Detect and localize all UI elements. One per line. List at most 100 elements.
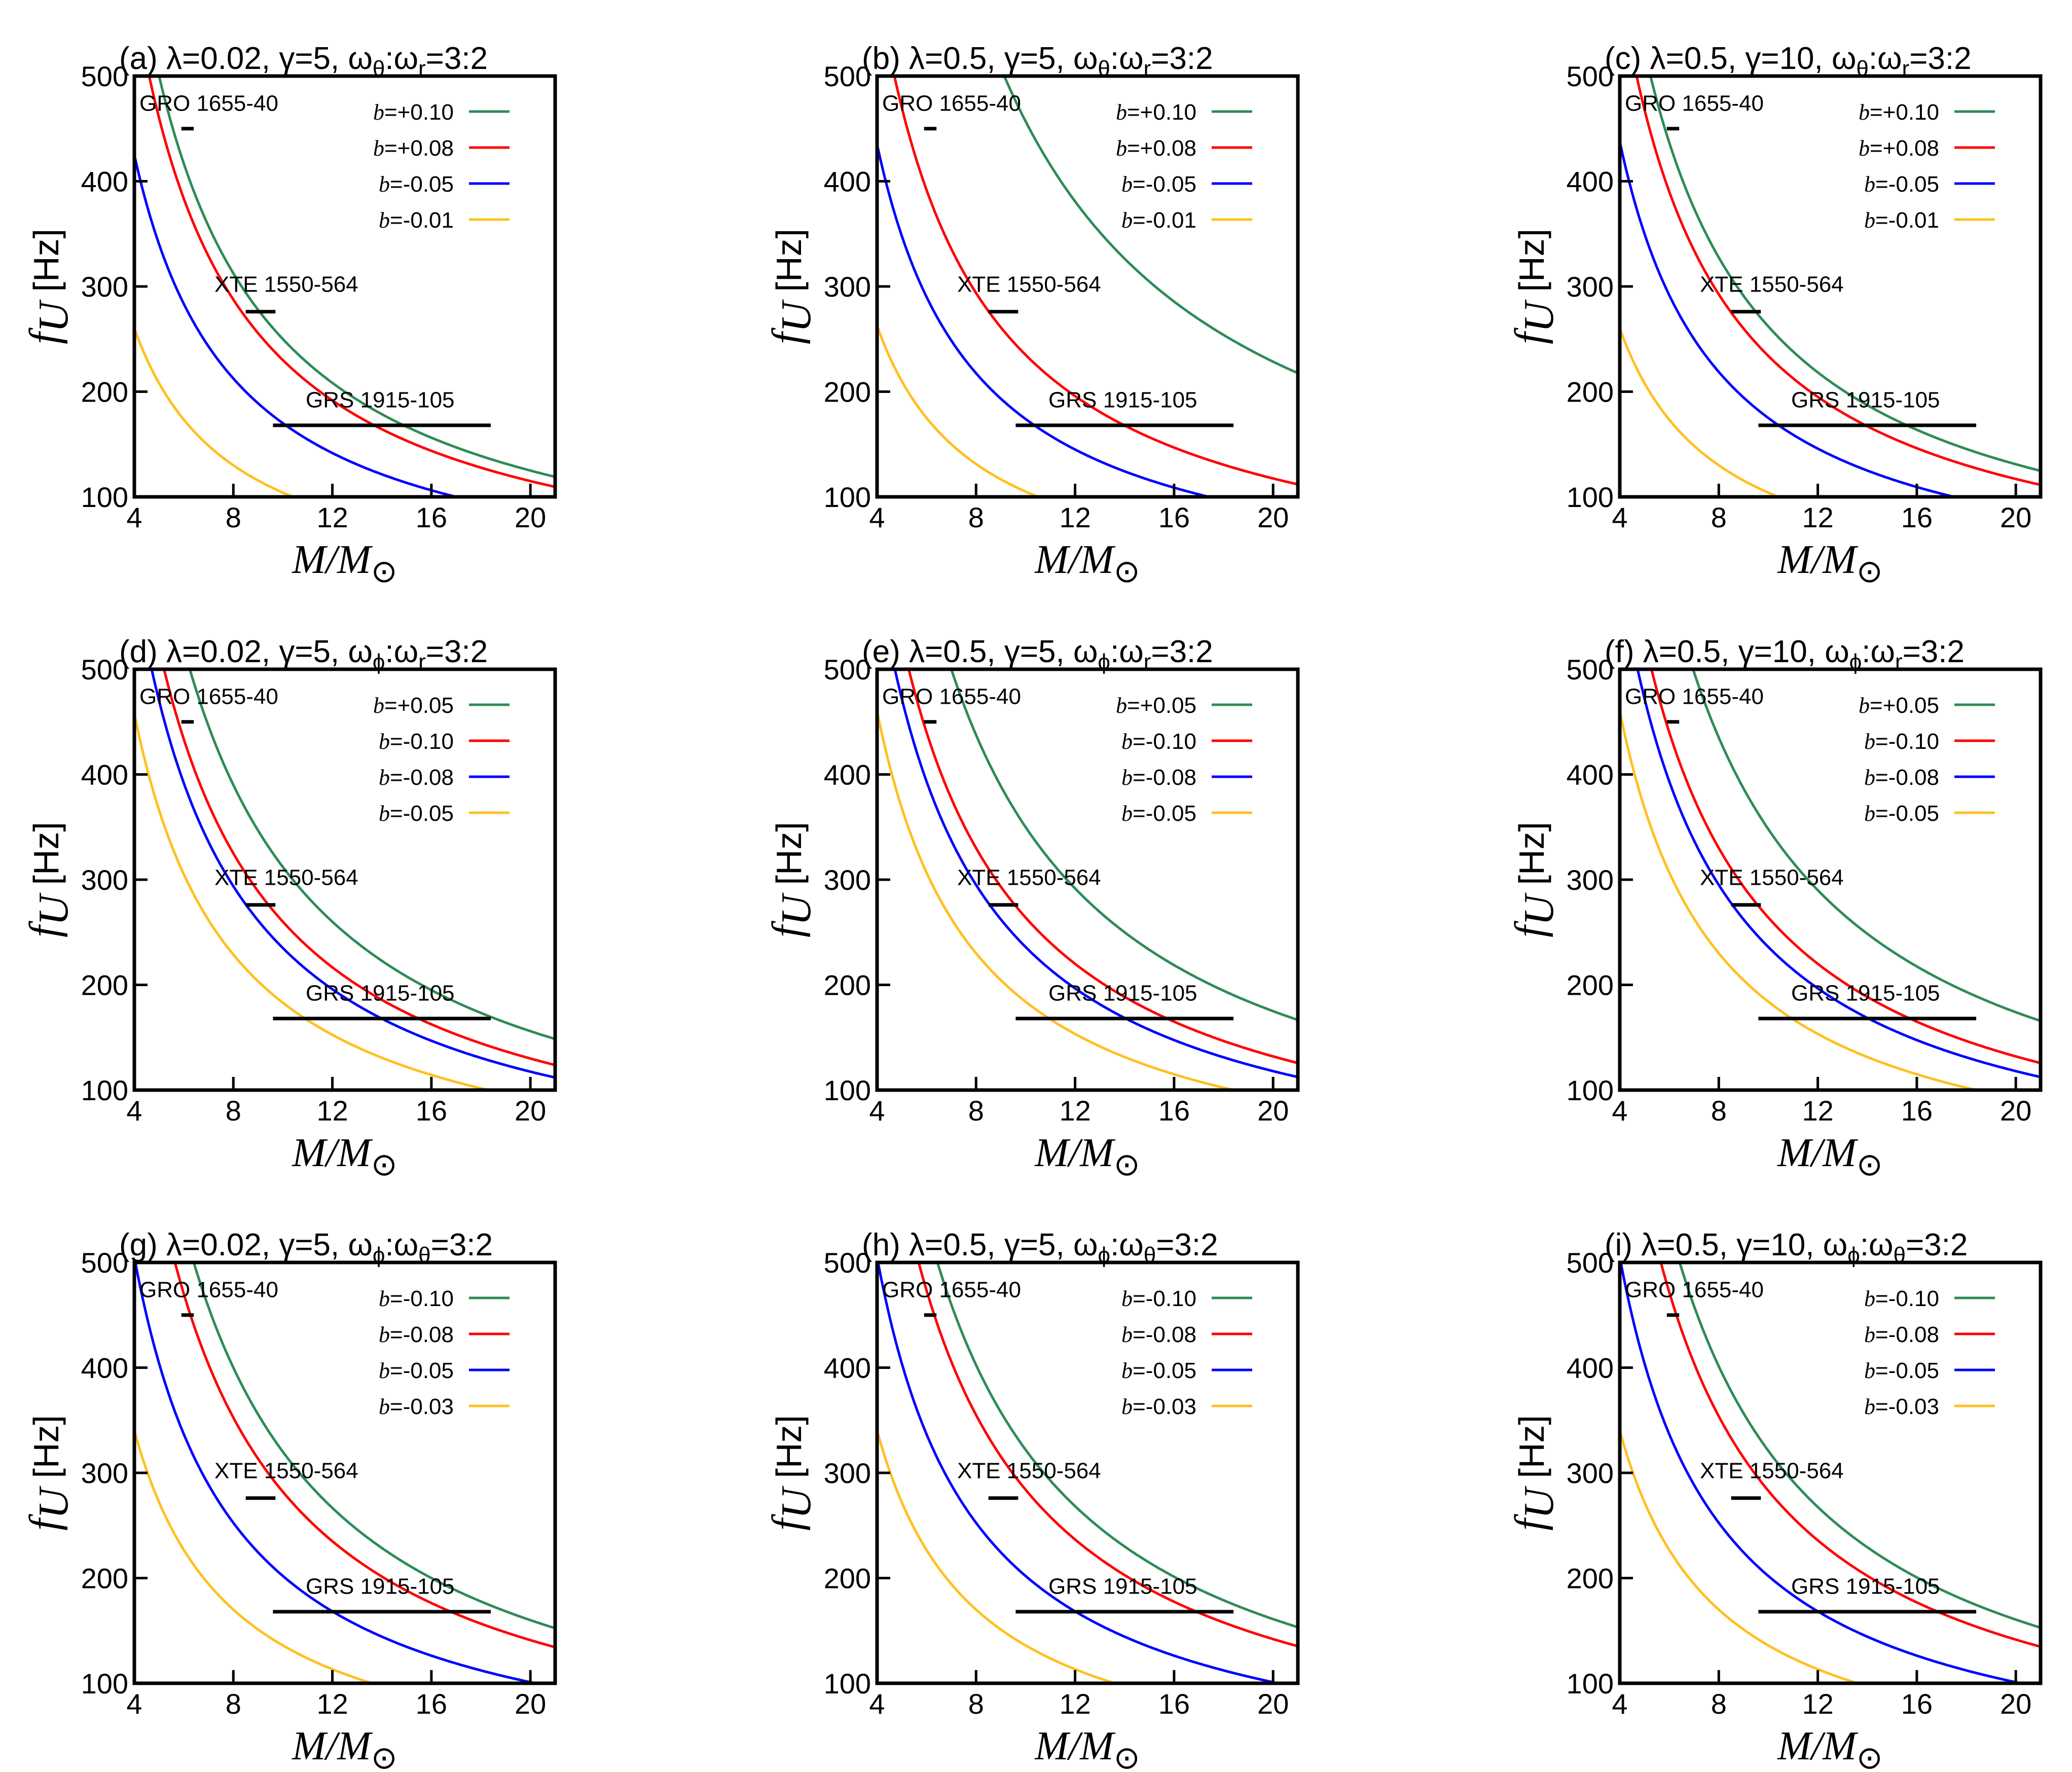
panel-title-h: (h) λ=0.5, γ=5, ωϕ:ωθ=3:2 <box>862 1227 1218 1268</box>
source-label-f-0: GRO 1655-40 <box>1625 684 1764 709</box>
y-tick-label-h-1: 200 <box>824 1563 871 1595</box>
panel-i: GRO 1655-40 XTE 1550-564 GRS 1915-105 4 8 12 1… <box>1506 1227 2043 1772</box>
series-line-d-3 <box>134 713 494 1090</box>
x-tick-label-g-3: 16 <box>416 1688 447 1720</box>
source-label-b-2: GRS 1915-105 <box>1048 388 1197 413</box>
series-line-d-0 <box>188 669 555 1040</box>
y-tick-label-g-3: 400 <box>81 1352 128 1384</box>
y-tick-label-e-1: 200 <box>824 969 871 1001</box>
series-line-e-1 <box>907 669 1298 1065</box>
source-label-b-0: GRO 1655-40 <box>882 91 1021 116</box>
y-tick-label-h-4: 500 <box>824 1247 871 1279</box>
y-tick-label-c-3: 400 <box>1567 166 1614 198</box>
legend-entry-g-1: b=-0.08 <box>379 1322 454 1347</box>
x-tick-label-b-0: 4 <box>869 501 885 533</box>
legend-entry-d-2: b=-0.08 <box>379 765 454 790</box>
y-tick-label-d-4: 500 <box>81 654 128 685</box>
x-tick-label-f-0: 4 <box>1612 1095 1627 1127</box>
series-line-d-2 <box>150 669 555 1079</box>
panel-e: GRO 1655-40 XTE 1550-564 GRS 1915-105 4 8 12 1… <box>764 634 1300 1182</box>
x-tick-label-a-2: 12 <box>316 501 348 533</box>
series-line-c-1 <box>1635 76 2041 486</box>
x-tick-label-h-1: 8 <box>968 1688 984 1720</box>
series-line-d-1 <box>163 669 555 1067</box>
x-tick-label-d-0: 4 <box>126 1095 142 1127</box>
x-tick-label-f-3: 16 <box>1901 1095 1933 1127</box>
x-tick-label-e-3: 16 <box>1158 1095 1190 1127</box>
y-tick-label-a-4: 500 <box>81 60 128 92</box>
y-tick-label-b-4: 500 <box>824 60 871 92</box>
legend-entry-g-0: b=-0.10 <box>379 1286 454 1311</box>
x-tick-label-i-4: 20 <box>2000 1688 2031 1720</box>
legend-entry-h-1: b=-0.08 <box>1121 1322 1196 1347</box>
source-label-d-0: GRO 1655-40 <box>139 684 278 709</box>
x-tick-label-i-1: 8 <box>1711 1688 1727 1720</box>
x-tick-label-a-3: 16 <box>416 501 447 533</box>
x-tick-label-g-1: 8 <box>226 1688 241 1720</box>
x-axis-label-g: M/M⊙ <box>292 1724 397 1772</box>
source-label-a-2: GRS 1915-105 <box>306 388 455 413</box>
x-tick-label-h-0: 4 <box>869 1688 885 1720</box>
legend-entry-c-2: b=-0.05 <box>1864 172 1939 197</box>
series-line-h-2 <box>877 1262 1285 1683</box>
x-tick-label-i-2: 12 <box>1802 1688 1833 1720</box>
legend-entry-h-2: b=-0.05 <box>1121 1358 1196 1383</box>
y-tick-label-g-2: 300 <box>81 1457 128 1489</box>
x-axis-label-c: M/M⊙ <box>1777 537 1882 589</box>
series-line-g-2 <box>134 1262 542 1683</box>
y-tick-label-e-0: 100 <box>824 1074 871 1106</box>
legend-entry-a-3: b=-0.01 <box>379 208 454 233</box>
series-line-a-3 <box>134 328 297 497</box>
x-axis-label-b: M/M⊙ <box>1034 537 1140 589</box>
series-line-c-3 <box>1620 328 1782 497</box>
series-line-b-2 <box>877 144 1214 497</box>
y-axis-label-b: fU [Hz] <box>764 229 820 344</box>
y-tick-label-i-3: 400 <box>1567 1352 1614 1384</box>
y-axis-label-h: fU [Hz] <box>764 1415 820 1531</box>
y-tick-label-h-0: 100 <box>824 1668 871 1699</box>
legend-entry-d-3: b=-0.05 <box>379 801 454 826</box>
legend-entry-a-1: b=+0.08 <box>373 136 454 161</box>
source-label-h-0: GRO 1655-40 <box>882 1277 1021 1302</box>
legend-entry-b-2: b=-0.05 <box>1121 172 1196 197</box>
y-tick-label-f-3: 400 <box>1567 759 1614 791</box>
y-tick-label-a-2: 300 <box>81 271 128 303</box>
series-line-g-0 <box>192 1262 555 1630</box>
legend-entry-e-2: b=-0.08 <box>1121 765 1196 790</box>
series-line-c-0 <box>1649 76 2041 473</box>
legend-entry-h-0: b=-0.10 <box>1121 1286 1196 1311</box>
series-line-f-1 <box>1650 669 2041 1065</box>
series-line-b-0 <box>1003 76 1298 375</box>
source-label-a-0: GRO 1655-40 <box>139 91 278 116</box>
y-axis-label-a: fU [Hz] <box>21 229 77 344</box>
series-line-h-3 <box>877 1430 1119 1683</box>
x-tick-label-h-4: 20 <box>1257 1688 1289 1720</box>
legend-entry-c-3: b=-0.01 <box>1864 208 1939 233</box>
source-label-c-1: XTE 1550-564 <box>1700 272 1844 297</box>
panel-h: GRO 1655-40 XTE 1550-564 GRS 1915-105 4 8 12 1… <box>764 1227 1300 1772</box>
y-tick-label-b-1: 200 <box>824 376 871 408</box>
y-tick-label-d-2: 300 <box>81 864 128 896</box>
y-axis-label-d: fU [Hz] <box>21 822 77 937</box>
x-tick-label-b-4: 20 <box>1257 501 1289 533</box>
x-tick-label-c-4: 20 <box>2000 501 2031 533</box>
source-label-c-2: GRS 1915-105 <box>1791 388 1940 413</box>
series-line-i-2 <box>1620 1262 2027 1683</box>
panel-g: GRO 1655-40 XTE 1550-564 GRS 1915-105 4 8 12 1… <box>21 1227 557 1772</box>
legend-entry-e-3: b=-0.05 <box>1121 801 1196 826</box>
panel-title-g: (g) λ=0.02, γ=5, ωϕ:ωθ=3:2 <box>119 1227 493 1268</box>
y-tick-label-a-1: 200 <box>81 376 128 408</box>
source-label-h-1: XTE 1550-564 <box>957 1458 1101 1483</box>
series-line-i-3 <box>1620 1430 1862 1683</box>
legend-entry-g-2: b=-0.05 <box>379 1358 454 1383</box>
source-label-d-2: GRS 1915-105 <box>306 981 455 1006</box>
x-tick-label-c-3: 16 <box>1901 501 1933 533</box>
y-tick-label-a-0: 100 <box>81 481 128 513</box>
source-label-g-1: XTE 1550-564 <box>214 1458 358 1483</box>
legend-entry-a-2: b=-0.05 <box>379 172 454 197</box>
legend-entry-b-0: b=+0.10 <box>1116 100 1196 125</box>
source-label-g-0: GRO 1655-40 <box>139 1277 278 1302</box>
x-tick-label-e-0: 4 <box>869 1095 885 1127</box>
y-tick-label-g-1: 200 <box>81 1563 128 1595</box>
panel-c: GRO 1655-40 XTE 1550-564 GRS 1915-105 4 8 12 1… <box>1506 41 2043 589</box>
